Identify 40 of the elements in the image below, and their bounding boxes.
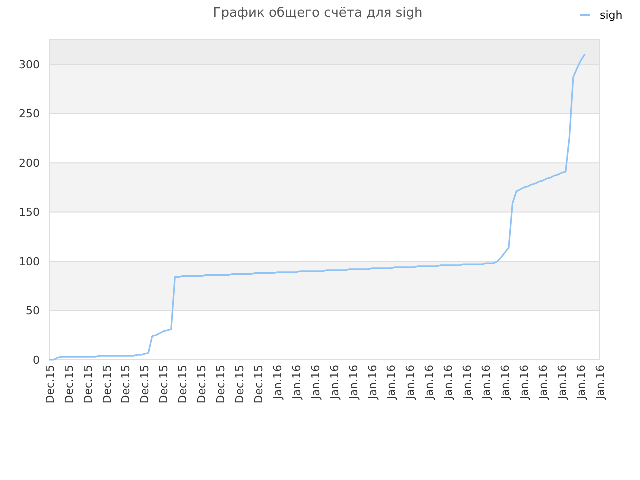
x-tick-label: Jan.16	[518, 365, 531, 400]
x-tick-label: Jan.16	[574, 365, 588, 400]
x-tick-label: Dec.15	[214, 365, 228, 404]
x-tick-label: Jan.16	[271, 365, 284, 400]
x-tick-label: Jan.16	[594, 365, 607, 400]
x-tick-label: Jan.16	[385, 365, 398, 400]
x-tick-label: Dec.15	[252, 365, 266, 404]
x-tick-label: Dec.15	[234, 365, 247, 404]
x-tick-label: Jan.16	[461, 365, 474, 400]
x-tick-label: Dec.15	[82, 365, 95, 404]
x-tick-label: Jan.16	[556, 365, 569, 400]
line-series	[49, 54, 586, 361]
x-tick-label: Dec.15	[158, 365, 171, 404]
y-tick-label: 0	[33, 354, 40, 367]
x-tick-label: Jan.16	[366, 365, 380, 400]
x-tick-label: Dec.15	[120, 365, 133, 404]
x-tick-label: Jan.16	[442, 365, 456, 400]
x-tick-label: Dec.15	[196, 365, 209, 404]
x-tick-label: Jan.16	[347, 365, 360, 400]
x-tick-label: Dec.15	[44, 365, 57, 404]
x-tick-label: Jan.16	[328, 365, 342, 400]
y-tick-label: 150	[19, 206, 40, 220]
x-tick-label: Jan.16	[290, 365, 304, 400]
y-tick-label: 50	[26, 304, 40, 318]
x-tick-label: Jan.16	[536, 365, 550, 400]
x-tick-label: Dec.15	[176, 365, 190, 404]
x-tick-label: Dec.15	[62, 365, 76, 404]
y-tick-label: 250	[19, 108, 40, 121]
y-tick-label: 300	[19, 58, 40, 72]
y-tick-label: 100	[19, 255, 40, 268]
y-tick-label: 200	[19, 156, 40, 170]
x-tick-label: Dec.15	[138, 365, 152, 404]
x-tick-label: Jan.16	[404, 365, 418, 400]
x-tick-label: Jan.16	[423, 365, 436, 400]
legend-label: sigh	[600, 8, 623, 22]
x-tick-label: Jan.16	[499, 365, 512, 400]
x-tick-label: Dec.15	[100, 365, 114, 404]
chart-title: График общего счёта для sigh	[213, 6, 423, 21]
x-tick-label: Jan.16	[480, 365, 494, 400]
x-tick-label: Jan.16	[309, 365, 322, 400]
